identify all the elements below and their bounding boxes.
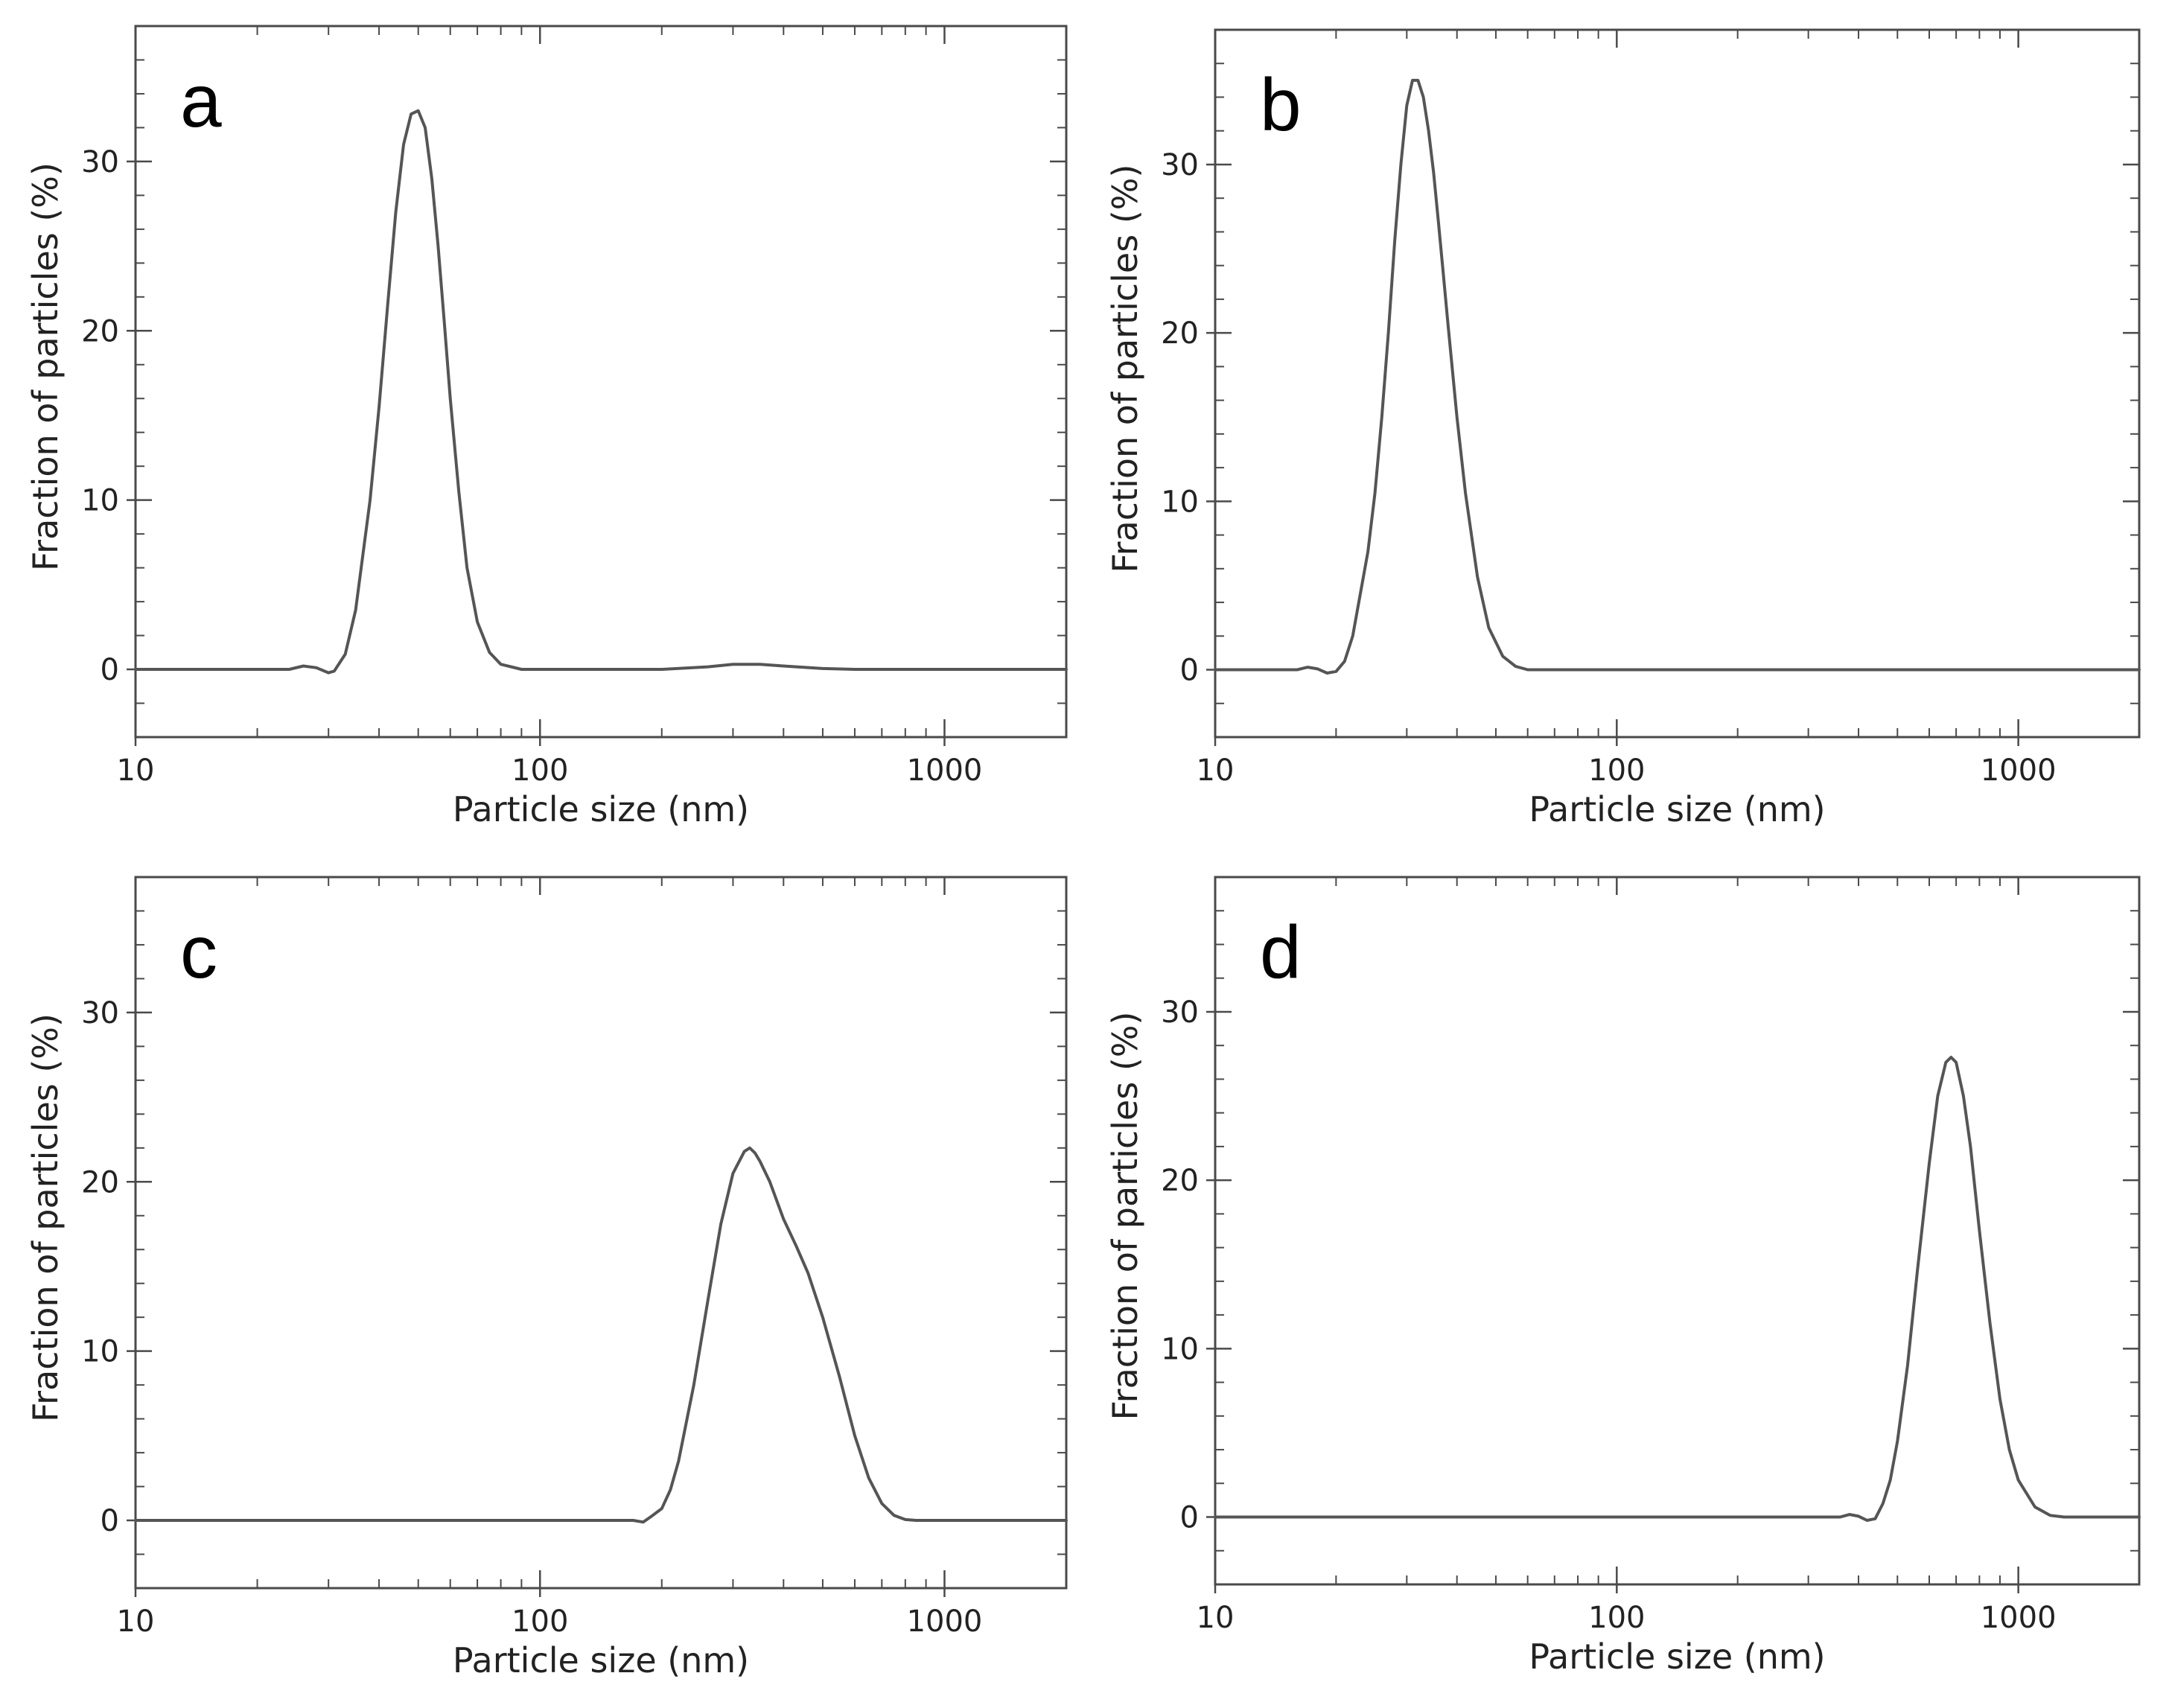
panel-letter: a bbox=[180, 60, 222, 143]
distribution-curve-d bbox=[1214, 1056, 2141, 1522]
x-tick-label: 1000 bbox=[907, 753, 983, 788]
y-tick-label: 10 bbox=[1161, 1332, 1199, 1366]
distribution-curve-c bbox=[134, 1146, 1068, 1524]
distribution-curve-a bbox=[134, 109, 1068, 675]
y-tick-label: 30 bbox=[81, 145, 119, 179]
x-tick-label: 10 bbox=[1197, 1601, 1235, 1635]
y-tick-label: 20 bbox=[1161, 316, 1199, 351]
chart-panel-d: 10 100 1000 0 10 20 30 Particle size (nm) Fracti… bbox=[1105, 876, 2141, 1677]
y-tick-label: 10 bbox=[1161, 485, 1199, 519]
x-tick-label: 100 bbox=[512, 753, 568, 788]
chart-panel-a: 10 100 1000 0 10 20 30 Particle size (nm) Fracti… bbox=[25, 25, 1068, 829]
x-tick-label: 1000 bbox=[907, 1605, 983, 1639]
y-tick-label: 30 bbox=[1161, 995, 1199, 1030]
panel-letter: c bbox=[180, 911, 217, 994]
plot-frame bbox=[1214, 28, 2141, 739]
x-tick-label: 10 bbox=[1197, 753, 1235, 788]
chart-panel-b: 10 100 1000 0 10 20 30 Particle size (nm) Fracti… bbox=[1105, 28, 2141, 829]
distribution-curve-b bbox=[1214, 78, 2141, 675]
y-tick-label: 20 bbox=[1161, 1164, 1199, 1198]
y-axis-label: Fraction of particles (%) bbox=[1105, 1012, 1145, 1421]
panel-letter: b bbox=[1260, 63, 1302, 147]
x-axis-label: Particle size (nm) bbox=[453, 1640, 749, 1680]
x-tick-label: 1000 bbox=[1981, 753, 2057, 788]
y-tick-label: 0 bbox=[101, 653, 119, 687]
x-tick-label: 100 bbox=[512, 1605, 568, 1639]
y-axis-label: Fraction of particles (%) bbox=[25, 1013, 66, 1422]
x-axis-label: Particle size (nm) bbox=[453, 789, 749, 829]
y-tick-label: 10 bbox=[81, 484, 119, 518]
plot-frame bbox=[1214, 876, 2141, 1586]
x-axis-label: Particle size (nm) bbox=[1529, 1637, 1825, 1677]
x-axis-label: Particle size (nm) bbox=[1529, 789, 1825, 829]
y-tick-label: 20 bbox=[81, 1165, 119, 1199]
plot-frame bbox=[134, 25, 1068, 739]
y-tick-label: 0 bbox=[1180, 654, 1199, 688]
y-axis-label: Fraction of particles (%) bbox=[1105, 165, 1145, 573]
panel-letter: d bbox=[1260, 911, 1302, 994]
x-tick-label: 100 bbox=[1588, 753, 1645, 788]
x-tick-label: 100 bbox=[1588, 1601, 1645, 1635]
y-tick-label: 20 bbox=[81, 314, 119, 348]
y-tick-label: 0 bbox=[101, 1504, 119, 1538]
y-tick-label: 10 bbox=[81, 1335, 119, 1369]
y-axis-label: Fraction of particles (%) bbox=[25, 162, 66, 571]
x-tick-label: 10 bbox=[117, 1605, 155, 1639]
y-tick-label: 0 bbox=[1180, 1501, 1199, 1535]
plot-frame bbox=[134, 876, 1068, 1590]
x-tick-label: 10 bbox=[117, 753, 155, 788]
y-tick-label: 30 bbox=[81, 996, 119, 1030]
y-tick-label: 30 bbox=[1161, 148, 1199, 182]
chart-panel-c: 10 100 1000 0 10 20 30 Particle size (nm) Fracti… bbox=[25, 876, 1068, 1680]
x-tick-label: 1000 bbox=[1981, 1601, 2057, 1635]
